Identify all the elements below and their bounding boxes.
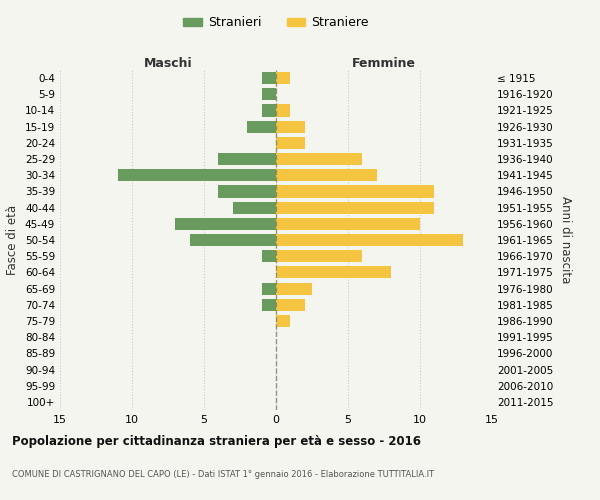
Text: COMUNE DI CASTRIGNANO DEL CAPO (LE) - Dati ISTAT 1° gennaio 2016 - Elaborazione : COMUNE DI CASTRIGNANO DEL CAPO (LE) - Da… [12,470,434,479]
Bar [276,104,290,117]
Bar [190,234,276,246]
Text: Popolazione per cittadinanza straniera per età e sesso - 2016: Popolazione per cittadinanza straniera p… [12,435,421,448]
Bar [262,250,276,262]
Legend: Stranieri, Straniere: Stranieri, Straniere [178,11,374,34]
Bar [276,266,391,278]
Bar [276,282,312,294]
Bar [276,120,305,132]
Bar [175,218,276,230]
Text: Femmine: Femmine [352,57,416,70]
Bar [262,88,276,101]
Bar [262,104,276,117]
Bar [218,186,276,198]
Text: Maschi: Maschi [143,57,193,70]
Bar [276,202,434,213]
Bar [276,169,377,181]
Bar [247,120,276,132]
Bar [276,218,420,230]
Bar [262,298,276,311]
Bar [276,315,290,327]
Bar [118,169,276,181]
Bar [262,72,276,84]
Bar [276,72,290,84]
Y-axis label: Fasce di età: Fasce di età [7,205,19,275]
Bar [218,153,276,165]
Bar [276,186,434,198]
Bar [276,137,305,149]
Bar [276,298,305,311]
Bar [233,202,276,213]
Bar [276,153,362,165]
Bar [262,282,276,294]
Bar [276,234,463,246]
Bar [276,250,362,262]
Y-axis label: Anni di nascita: Anni di nascita [559,196,572,284]
